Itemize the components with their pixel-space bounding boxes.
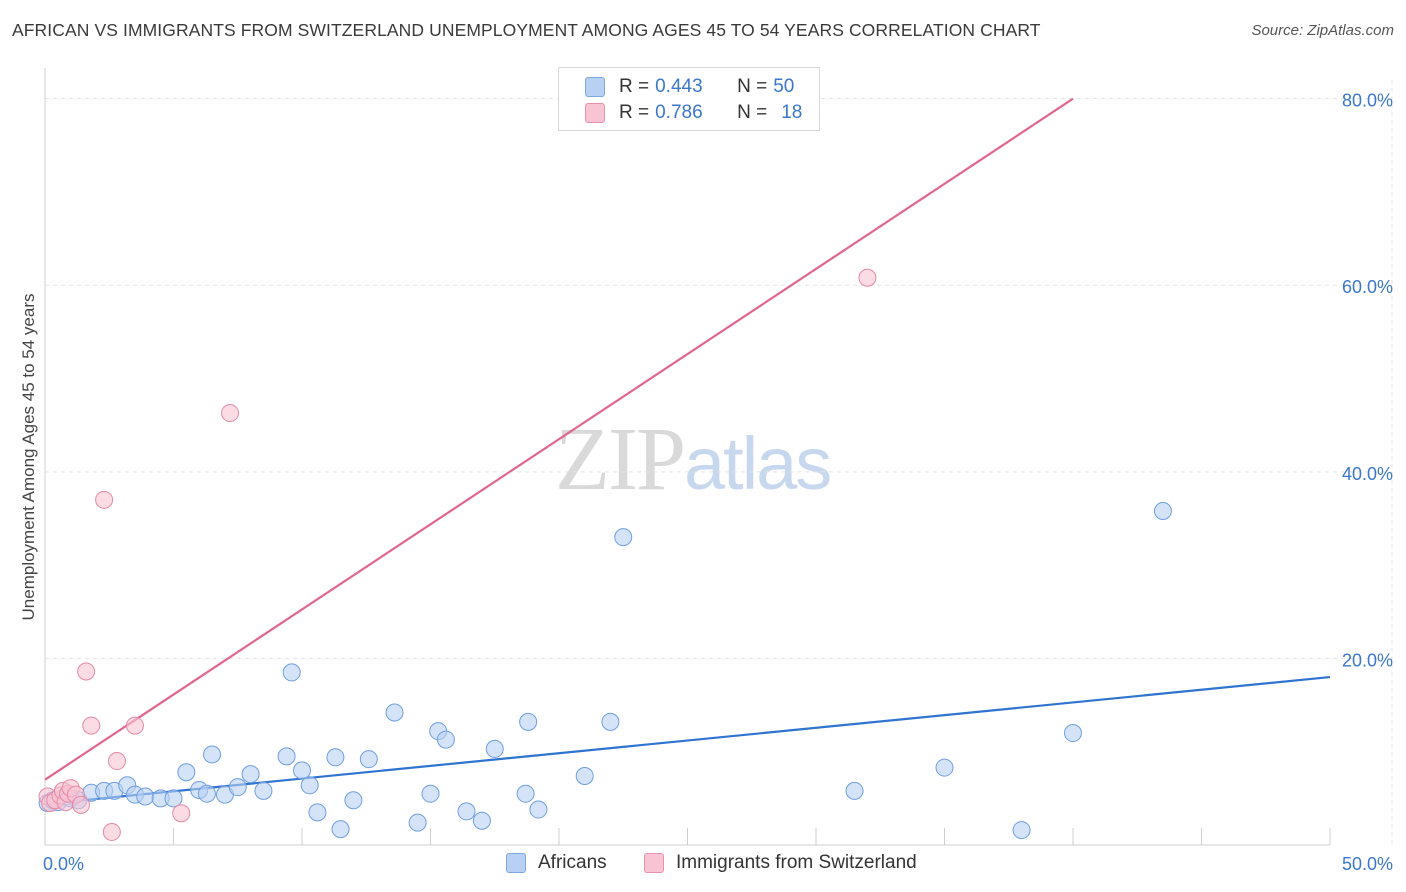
legend-label-switzerland: Immigrants from Switzerland — [676, 852, 917, 873]
data-point-africans — [197, 784, 216, 803]
x-tick-label: 0.0% — [43, 854, 84, 874]
data-point-switzerland — [221, 404, 240, 423]
data-point-africans — [282, 663, 301, 682]
data-point-africans — [385, 703, 404, 722]
legend-item-switzerland[interactable]: Immigrants from Switzerland — [644, 850, 917, 876]
legend-n-key: N = — [737, 102, 768, 123]
data-point-switzerland — [172, 804, 191, 823]
legend-n-value: 50 — [773, 76, 795, 97]
data-point-africans — [421, 784, 440, 803]
data-point-africans — [614, 528, 633, 547]
data-point-africans — [228, 778, 247, 797]
data-point-africans — [254, 781, 273, 800]
data-point-africans — [300, 776, 319, 795]
data-point-switzerland — [858, 268, 877, 287]
y-tick-label: 60.0% — [1342, 277, 1393, 297]
trend-layer — [44, 97, 1331, 806]
data-point-africans — [472, 811, 491, 830]
data-point-switzerland — [107, 752, 126, 771]
data-point-africans — [1012, 821, 1031, 840]
data-point-switzerland — [125, 716, 144, 735]
data-point-switzerland — [71, 795, 90, 814]
legend-swatch-africans — [506, 853, 526, 873]
data-point-africans — [326, 748, 345, 767]
data-point-africans — [575, 766, 594, 785]
data-point-africans — [1153, 502, 1172, 521]
data-point-africans — [277, 747, 296, 766]
correlation-legend: R = 0.443 N = 50 R = 0.786 N = 18 — [558, 67, 820, 131]
data-point-africans — [935, 758, 954, 777]
data-point-africans — [331, 820, 350, 839]
data-point-africans — [1064, 724, 1082, 743]
data-point-africans — [164, 789, 183, 808]
legend-r-value: 0.786 — [655, 102, 703, 123]
data-point-africans — [457, 802, 476, 821]
legend-n-key: N = — [737, 76, 768, 97]
data-point-africans — [485, 739, 504, 758]
data-point-africans — [845, 781, 864, 800]
data-point-africans — [293, 761, 311, 780]
data-point-switzerland — [102, 822, 121, 841]
legend-swatch-africans — [585, 77, 605, 97]
source-credit: Source: ZipAtlas.com — [1251, 22, 1394, 39]
legend-row-switzerland: R = 0.786 N = 18 — [585, 101, 802, 125]
data-point-africans — [203, 745, 222, 764]
x-tick-label: 50.0% — [1342, 854, 1393, 874]
legend-n-value: 18 — [781, 102, 803, 123]
legend-swatch-switzerland — [644, 853, 664, 873]
legend-r-value: 0.443 — [655, 76, 703, 97]
trend-line — [44, 97, 1074, 781]
grid-layer — [45, 80, 1393, 845]
data-point-switzerland — [77, 662, 96, 681]
data-point-switzerland — [82, 716, 101, 735]
legend-label-africans: Africans — [538, 852, 607, 873]
legend-row-africans: R = 0.443 N = 50 — [585, 75, 794, 99]
legend-swatch-switzerland — [585, 103, 605, 123]
data-point-africans — [177, 763, 196, 782]
data-point-africans — [519, 712, 538, 731]
data-point-africans — [529, 800, 548, 819]
data-point-africans — [136, 787, 155, 806]
data-point-africans — [359, 750, 378, 769]
legend-r-key: R = — [619, 102, 650, 123]
y-axis-title: Unemployment Among Ages 45 to 54 years — [19, 294, 38, 621]
legend-item-africans[interactable]: Africans — [506, 850, 607, 876]
y-tick-label: 40.0% — [1342, 464, 1393, 484]
data-point-switzerland — [95, 490, 114, 509]
data-point-africans — [308, 803, 327, 822]
axis-layer — [44, 68, 1331, 846]
point-layer — [38, 268, 1172, 841]
chart-title: AFRICAN VS IMMIGRANTS FROM SWITZERLAND U… — [12, 20, 1041, 40]
data-point-africans — [344, 791, 363, 810]
label-layer: 20.0% 40.0% 60.0% 80.0% 0.0% 50.0% Unemploymen… — [19, 91, 1393, 874]
data-point-africans — [516, 784, 535, 803]
y-tick-label: 20.0% — [1342, 650, 1393, 670]
trend-line — [44, 675, 1331, 806]
legend-r-key: R = — [619, 76, 650, 97]
data-point-africans — [408, 813, 427, 832]
data-point-africans — [601, 712, 620, 731]
data-point-africans — [436, 730, 455, 749]
y-tick-label: 80.0% — [1342, 91, 1393, 111]
data-point-africans — [241, 765, 260, 784]
